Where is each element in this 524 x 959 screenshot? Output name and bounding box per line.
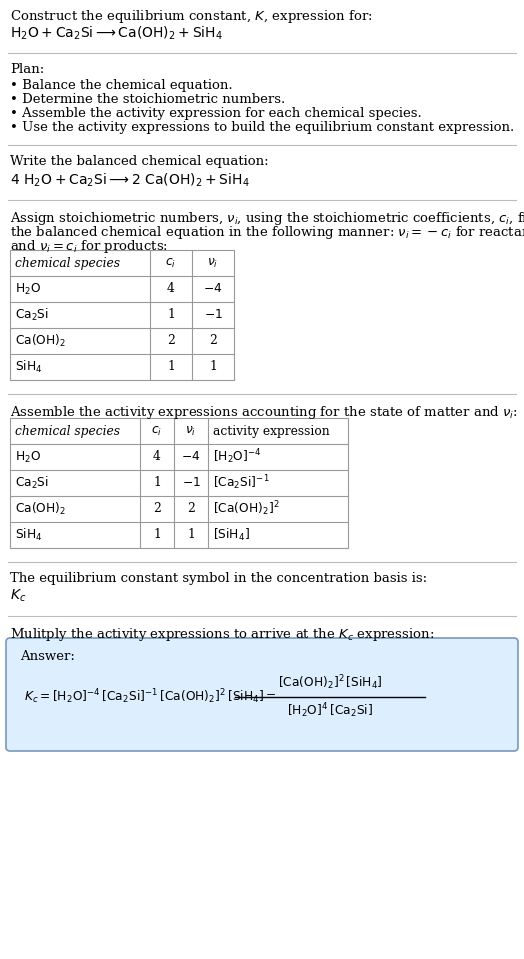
Text: 1: 1 — [167, 361, 175, 373]
Text: Assemble the activity expressions accounting for the state of matter and $\nu_i$: Assemble the activity expressions accoun… — [10, 404, 518, 421]
Text: 1: 1 — [187, 528, 195, 542]
Text: The equilibrium constant symbol in the concentration basis is:: The equilibrium constant symbol in the c… — [10, 572, 427, 585]
Text: • Use the activity expressions to build the equilibrium constant expression.: • Use the activity expressions to build … — [10, 121, 514, 134]
Text: $\nu_i$: $\nu_i$ — [208, 256, 219, 269]
Text: $-4$: $-4$ — [181, 451, 201, 463]
Text: $[\mathrm{H_2O}]^4\,[\mathrm{Ca_2Si}]$: $[\mathrm{H_2O}]^4\,[\mathrm{Ca_2Si}]$ — [287, 702, 373, 720]
Text: chemical species: chemical species — [15, 256, 120, 269]
Text: $-4$: $-4$ — [203, 283, 223, 295]
FancyBboxPatch shape — [6, 638, 518, 751]
Text: 2: 2 — [153, 503, 161, 516]
Text: $[\mathrm{SiH_4}]$: $[\mathrm{SiH_4}]$ — [213, 526, 250, 543]
Text: 1: 1 — [209, 361, 217, 373]
Text: $c_i$: $c_i$ — [151, 425, 162, 437]
Text: Assign stoichiometric numbers, $\nu_i$, using the stoichiometric coefficients, $: Assign stoichiometric numbers, $\nu_i$, … — [10, 210, 524, 227]
Text: 4: 4 — [153, 451, 161, 463]
Text: Construct the equilibrium constant, $K$, expression for:: Construct the equilibrium constant, $K$,… — [10, 8, 373, 25]
Text: chemical species: chemical species — [15, 425, 120, 437]
Text: • Determine the stoichiometric numbers.: • Determine the stoichiometric numbers. — [10, 93, 285, 106]
Text: $\mathrm{Ca_2Si}$: $\mathrm{Ca_2Si}$ — [15, 307, 49, 323]
Text: 2: 2 — [209, 335, 217, 347]
Text: $\nu_i$: $\nu_i$ — [185, 425, 196, 437]
Text: $-1$: $-1$ — [203, 309, 223, 321]
Text: $K_c = [\mathrm{H_2O}]^{-4}\,[\mathrm{Ca_2Si}]^{-1}\,[\mathrm{Ca(OH)_2}]^2\,[\ma: $K_c = [\mathrm{H_2O}]^{-4}\,[\mathrm{Ca… — [24, 688, 277, 707]
Text: 1: 1 — [153, 528, 161, 542]
Text: and $\nu_i = c_i$ for products:: and $\nu_i = c_i$ for products: — [10, 238, 168, 255]
Text: 2: 2 — [167, 335, 175, 347]
Text: $\mathrm{H_2O}$: $\mathrm{H_2O}$ — [15, 281, 41, 296]
Text: $[\mathrm{Ca(OH)_2}]^2\,[\mathrm{SiH_4}]$: $[\mathrm{Ca(OH)_2}]^2\,[\mathrm{SiH_4}]… — [278, 673, 383, 692]
Text: • Balance the chemical equation.: • Balance the chemical equation. — [10, 79, 233, 92]
Text: $\mathrm{SiH_4}$: $\mathrm{SiH_4}$ — [15, 526, 42, 543]
Text: $[\mathrm{Ca(OH)_2}]^2$: $[\mathrm{Ca(OH)_2}]^2$ — [213, 500, 279, 519]
Text: Write the balanced chemical equation:: Write the balanced chemical equation: — [10, 155, 269, 168]
Text: 1: 1 — [167, 309, 175, 321]
Text: $\mathrm{H_2O + Ca_2Si \longrightarrow Ca(OH)_2 + SiH_4}$: $\mathrm{H_2O + Ca_2Si \longrightarrow C… — [10, 25, 223, 42]
Text: $\mathrm{SiH_4}$: $\mathrm{SiH_4}$ — [15, 359, 42, 375]
Text: $-1$: $-1$ — [181, 477, 201, 489]
Text: Mulitply the activity expressions to arrive at the $K_c$ expression:: Mulitply the activity expressions to arr… — [10, 626, 434, 643]
Text: $[\mathrm{H_2O}]^{-4}$: $[\mathrm{H_2O}]^{-4}$ — [213, 448, 261, 466]
Bar — [10, 250, 234, 380]
Text: 2: 2 — [187, 503, 195, 516]
Text: $c_i$: $c_i$ — [166, 256, 177, 269]
Text: activity expression: activity expression — [213, 425, 330, 437]
Text: 1: 1 — [153, 477, 161, 489]
Bar — [10, 418, 348, 548]
Text: $[\mathrm{Ca_2Si}]^{-1}$: $[\mathrm{Ca_2Si}]^{-1}$ — [213, 474, 269, 492]
Text: Plan:: Plan: — [10, 63, 44, 76]
Text: Answer:: Answer: — [20, 650, 75, 663]
Text: $\mathrm{Ca(OH)_2}$: $\mathrm{Ca(OH)_2}$ — [15, 501, 66, 517]
Text: $\mathrm{Ca(OH)_2}$: $\mathrm{Ca(OH)_2}$ — [15, 333, 66, 349]
Text: the balanced chemical equation in the following manner: $\nu_i = -c_i$ for react: the balanced chemical equation in the fo… — [10, 224, 524, 241]
Text: $K_c$: $K_c$ — [10, 588, 26, 604]
Text: 4: 4 — [167, 283, 175, 295]
Text: • Assemble the activity expression for each chemical species.: • Assemble the activity expression for e… — [10, 107, 422, 120]
Text: $\mathrm{4\ H_2O + Ca_2Si \longrightarrow 2\ Ca(OH)_2 + SiH_4}$: $\mathrm{4\ H_2O + Ca_2Si \longrightarro… — [10, 172, 249, 189]
Text: $\mathrm{H_2O}$: $\mathrm{H_2O}$ — [15, 450, 41, 464]
Text: $\mathrm{Ca_2Si}$: $\mathrm{Ca_2Si}$ — [15, 475, 49, 491]
